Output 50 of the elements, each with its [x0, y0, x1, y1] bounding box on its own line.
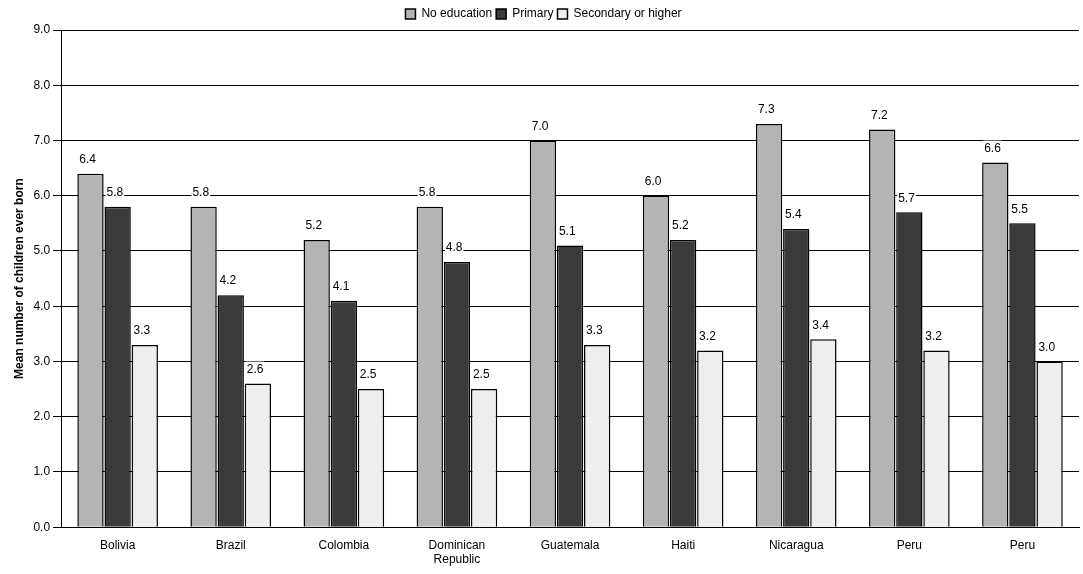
- data-label: 3.3: [133, 323, 151, 338]
- data-label: 5.8: [106, 185, 124, 200]
- x-tick-label: Peru: [1009, 537, 1036, 552]
- data-label: 7.0: [531, 118, 549, 133]
- data-label: 7.2: [871, 107, 889, 122]
- x-tick-label: Nicaragua: [768, 537, 824, 552]
- x-tick-label: Bolivia: [99, 537, 136, 552]
- data-label: 2.6: [246, 361, 264, 376]
- data-label: 5.7: [898, 190, 916, 205]
- data-label: 5.4: [785, 207, 803, 222]
- legend-label: Secondary or higher: [573, 6, 682, 21]
- y-tick-label: 2.0: [33, 409, 51, 424]
- data-label: 3.0: [1038, 339, 1056, 354]
- data-label: 4.1: [332, 279, 350, 294]
- data-label: 2.5: [472, 367, 490, 382]
- x-tick-label: Haiti: [671, 537, 696, 552]
- data-label: 3.3: [586, 323, 604, 338]
- data-label: 3.4: [812, 317, 830, 332]
- x-tick-label: Brazil: [215, 537, 246, 552]
- data-label: 3.2: [699, 328, 717, 343]
- data-label: 4.8: [445, 240, 463, 255]
- x-tick-label: Colombia: [318, 537, 370, 552]
- data-label: 5.5: [1011, 201, 1029, 216]
- data-label: 6.6: [984, 140, 1002, 155]
- data-label: 5.2: [671, 218, 689, 233]
- data-label: 6.0: [644, 174, 662, 189]
- y-tick-label: 8.0: [33, 77, 51, 92]
- data-label: 5.2: [305, 218, 323, 233]
- data-label: 5.1: [558, 223, 576, 238]
- y-tick-label: 1.0: [33, 464, 51, 479]
- data-label: 5.8: [418, 185, 436, 200]
- y-tick-label: 0.0: [33, 519, 51, 534]
- y-tick-label: 4.0: [33, 298, 51, 313]
- y-tick-label: 5.0: [33, 243, 51, 258]
- data-label: 7.3: [757, 102, 775, 117]
- data-label: 5.8: [192, 185, 210, 200]
- y-tick-label: 7.0: [33, 132, 51, 147]
- data-label: 6.4: [79, 151, 97, 166]
- x-tick-label: Dominican Republic: [428, 537, 486, 567]
- data-label: 3.2: [925, 328, 943, 343]
- y-tick-label: 6.0: [33, 188, 51, 203]
- legend-label: Primary: [512, 6, 554, 21]
- legend-label: No education: [421, 6, 493, 21]
- y-tick-label: 3.0: [33, 353, 51, 368]
- x-tick-label: Peru: [896, 537, 923, 552]
- data-label: 4.2: [219, 273, 237, 288]
- y-tick-label: 9.0: [33, 22, 51, 37]
- y-axis-title: Mean number of children ever born: [11, 178, 26, 379]
- data-label: 2.5: [359, 367, 377, 382]
- x-tick-label: Guatemala: [540, 537, 600, 552]
